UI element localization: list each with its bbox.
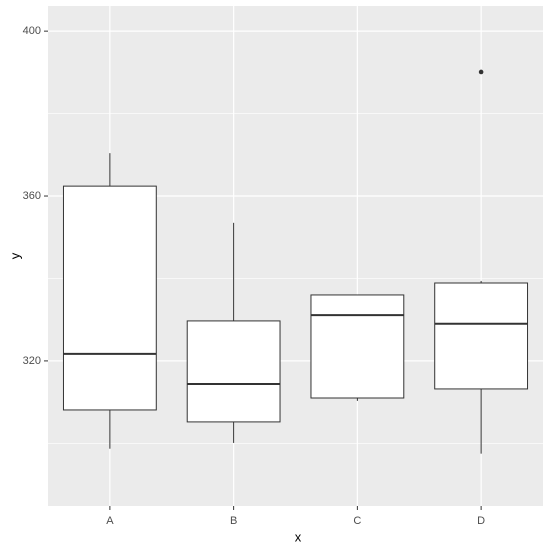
x-tick-label: B [230,515,237,527]
box [434,282,529,390]
box [310,294,405,399]
x-tick-label: A [106,515,114,527]
y-tick-label: 320 [23,355,41,367]
box [62,185,157,411]
x-tick-label: D [477,515,485,527]
box [186,320,281,423]
y-tick-label: 360 [23,190,41,202]
y-tick-label: 400 [23,25,41,37]
y-axis-title: y [7,252,22,259]
x-tick-label: C [353,515,361,527]
outlier [478,69,484,75]
x-axis-title: x [295,529,302,544]
